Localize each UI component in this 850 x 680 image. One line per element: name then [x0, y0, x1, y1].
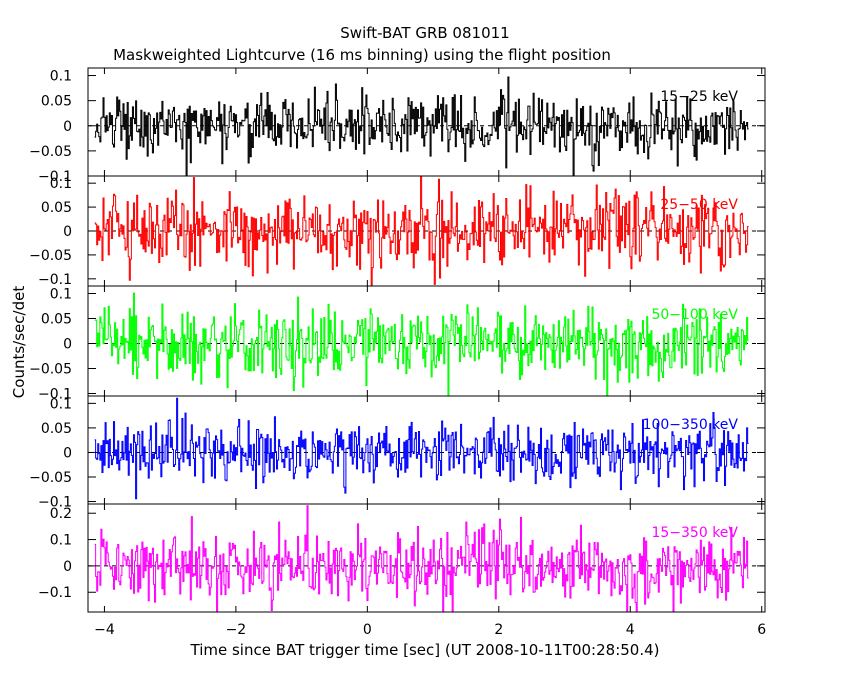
band-label: 50−100 keV	[651, 307, 738, 323]
x-tick-label: 6	[757, 622, 766, 638]
band-label: 15−350 keV	[651, 525, 738, 541]
y-tick-label: 0	[63, 445, 72, 461]
panels-group: −0.1 −0.05 0 0.05 0.1 15−25 keV −0.1 −0.05 0 0.05…	[29, 67, 766, 613]
y-tick-label: 0.1	[50, 176, 72, 192]
series-line	[94, 176, 749, 286]
x-tick-label: 4	[626, 622, 635, 638]
chart-subtitle: Maskweighted Lightcurve (16 ms binning) …	[113, 46, 611, 64]
y-tick-label: 0	[63, 337, 72, 353]
y-tick-label: 0.05	[41, 312, 72, 328]
y-tick-label: 0.1	[50, 396, 72, 412]
y-tick-label: −0.05	[29, 144, 72, 160]
y-tick-label: −0.05	[29, 362, 72, 378]
y-tick-label: −0.1	[38, 495, 72, 511]
panel-5: −0.1 0 0.1 0.2 15−350 keV	[38, 503, 766, 613]
x-tick-label: −2	[226, 622, 247, 638]
x-tick-label: 0	[363, 622, 372, 638]
band-label: 25−50 keV	[660, 197, 738, 213]
panel-1: −0.1 −0.05 0 0.05 0.1 15−25 keV	[29, 67, 766, 185]
y-tick-label: 0.1	[50, 533, 72, 549]
y-tick-label: 0.1	[50, 69, 72, 85]
band-label: 15−25 keV	[660, 89, 738, 105]
panel-4: −0.1 −0.05 0 0.05 0.1 100−350 keV	[29, 395, 766, 511]
panel-frame	[87, 503, 766, 613]
series-line	[94, 292, 749, 396]
y-tick-label: −0.1	[38, 387, 72, 403]
series-line	[94, 76, 749, 176]
y-tick-label: 0.1	[50, 287, 72, 303]
y-tick-label: −0.1	[38, 585, 72, 601]
y-tick-label: 0	[63, 119, 72, 135]
x-tick-label: 2	[494, 622, 503, 638]
y-tick-label: −0.1	[38, 272, 72, 288]
chart-title: Swift-BAT GRB 081011	[340, 24, 509, 42]
y-tick-label: −0.1	[38, 169, 72, 185]
band-label: 100−350 keV	[643, 417, 739, 433]
x-axis: −4 −2 0 2 4 6	[94, 622, 766, 638]
y-tick-label: 0	[63, 559, 72, 575]
y-tick-label: −0.05	[29, 470, 72, 486]
series-line	[94, 397, 749, 500]
panel-2: −0.1 −0.05 0 0.05 0.1 25−50 keV	[29, 175, 766, 288]
x-tick-label: −4	[94, 622, 115, 638]
y-axis-label: Counts/sec/det	[10, 286, 28, 399]
y-tick-label: 0.2	[50, 506, 72, 522]
y-tick-label: 0.05	[41, 200, 72, 216]
x-axis-label: Time since BAT trigger time [sec] (UT 20…	[190, 641, 660, 659]
y-tick-label: −0.05	[29, 248, 72, 264]
series-line	[94, 505, 749, 612]
y-tick-label: 0	[63, 224, 72, 240]
panel-3: −0.1 −0.05 0 0.05 0.1 50−100 keV	[29, 285, 766, 403]
y-tick-label: 0.05	[41, 421, 72, 437]
y-tick-label: 0.05	[41, 94, 72, 110]
